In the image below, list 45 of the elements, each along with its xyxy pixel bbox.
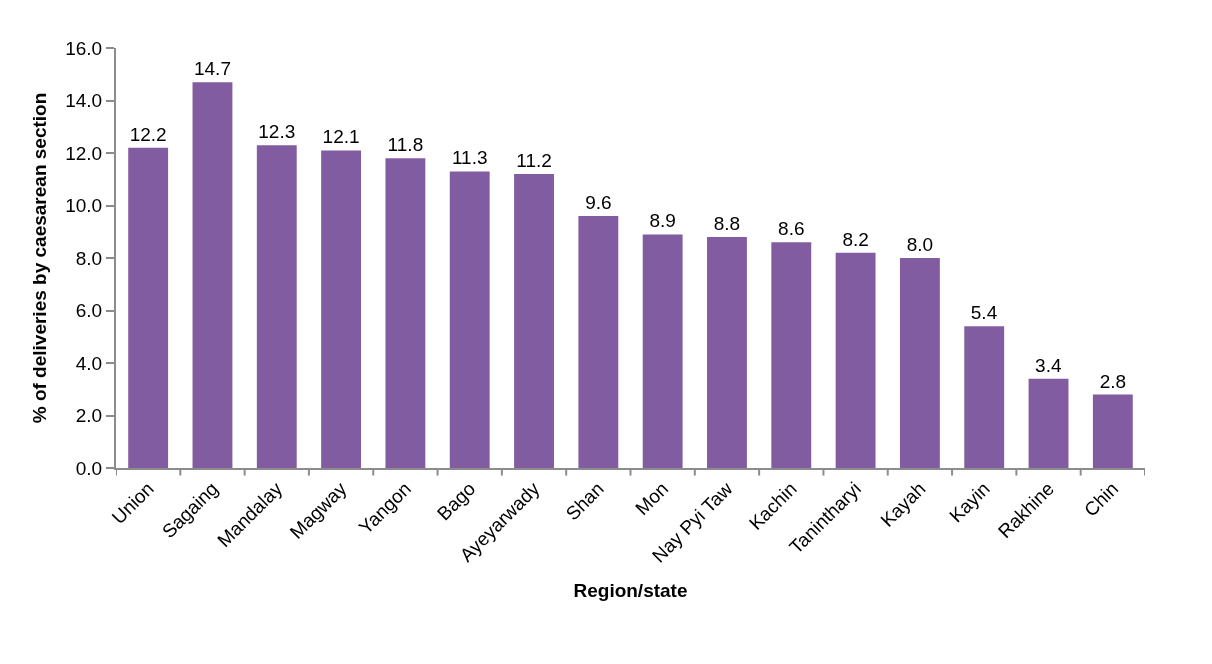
bar [514, 174, 554, 468]
y-axis-title: % of deliveries by caesarean section [28, 92, 50, 424]
bar [578, 216, 619, 468]
bar [835, 252, 876, 468]
bar [1028, 378, 1069, 468]
x-axis-title: Region/state [573, 579, 688, 601]
bar [771, 242, 812, 468]
bar [707, 237, 747, 468]
bar [128, 147, 169, 468]
y-tick-label: 14.0 [65, 90, 103, 112]
bar [385, 158, 426, 468]
x-tick-label: Mon [631, 478, 673, 519]
data-label: 8.0 [906, 234, 934, 255]
data-label: 8.9 [649, 210, 676, 232]
data-label: 8.8 [713, 213, 741, 234]
data-label: 12.1 [322, 126, 360, 148]
data-label: 5.4 [970, 302, 998, 324]
bar [642, 234, 683, 468]
y-tick-label: 10.0 [65, 195, 103, 217]
y-tick-label: 0.0 [75, 457, 103, 479]
y-tick-label: 6.0 [75, 300, 103, 322]
data-label: 3.4 [1035, 354, 1062, 376]
data-label: 11.3 [451, 147, 488, 169]
y-tick-label: 4.0 [75, 352, 103, 374]
y-tick-label: 8.0 [75, 247, 103, 269]
data-label: 11.8 [387, 134, 424, 156]
data-label: 14.7 [193, 58, 231, 80]
data-label: 9.6 [585, 192, 612, 213]
data-label: 8.6 [778, 218, 805, 240]
bar [321, 150, 362, 468]
bar [256, 145, 297, 468]
bar [964, 326, 1005, 468]
data-label: 2.8 [1099, 370, 1127, 392]
data-label: 12.2 [129, 123, 167, 145]
data-label: 11.2 [516, 150, 552, 171]
data-label: 12.3 [258, 121, 296, 143]
y-tick-label: 16.0 [65, 37, 103, 59]
bar [899, 258, 940, 468]
bar [449, 171, 490, 468]
y-tick-label: 2.0 [75, 405, 103, 427]
bar [192, 82, 233, 468]
bar [1092, 394, 1133, 468]
data-label: 8.2 [842, 228, 869, 250]
x-tick-label: Chin [1079, 478, 1123, 521]
y-tick-label: 12.0 [65, 142, 103, 164]
